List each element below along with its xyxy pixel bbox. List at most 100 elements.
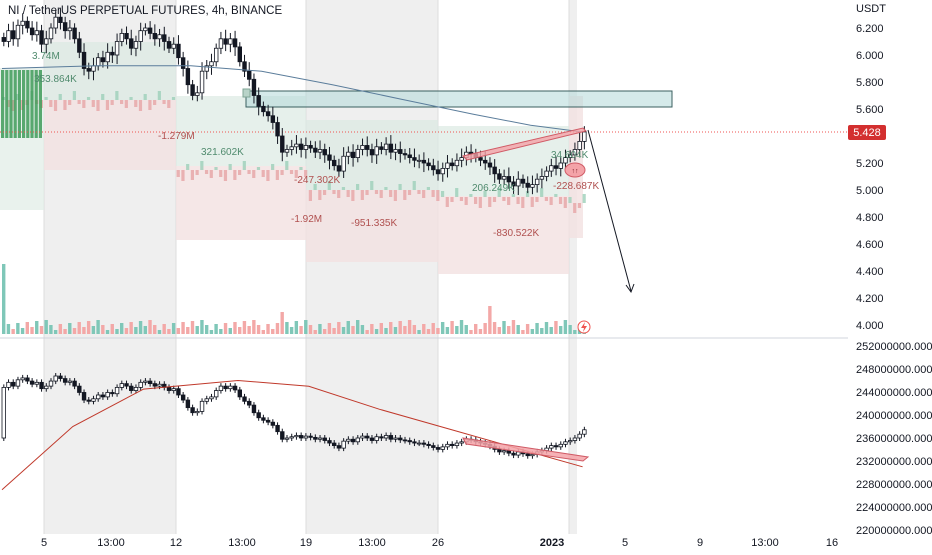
delta-bar [322,190,327,195]
indicator-candle [270,421,276,426]
price-tick-label: 5.200 [856,158,884,170]
annotation-label: 3.74M [32,51,60,62]
price-candle [209,61,214,67]
delta-bar [459,197,464,201]
price-candle [402,153,408,156]
price-candle [431,165,436,171]
delta-bar [280,170,284,175]
price-candle [11,30,16,40]
indicator-candle [303,435,309,439]
price-candle [360,145,365,150]
projection-arrow[interactable] [587,129,635,294]
volume-bar [209,330,214,334]
volume-bar [360,325,365,334]
price-candle [67,27,73,32]
volume-bar [474,324,478,334]
indicator-candle [516,451,521,456]
price-candle [190,84,195,96]
price-candle [44,38,49,45]
delta-bar [204,170,209,174]
volume-bar [96,320,100,334]
volume-bar [374,329,379,334]
delta-bar [82,100,86,108]
volume-bar [308,325,313,334]
zone-handle[interactable] [242,88,251,98]
indicator-candle [506,450,512,454]
delta-bar [271,164,275,170]
price-candle [572,149,578,156]
delta-bar [412,181,416,190]
delta-bar [1,70,5,138]
volume-bar [436,328,440,334]
volume-bar [134,327,138,334]
volume-bar [63,329,67,334]
time-tick-label: 2023 [540,537,564,549]
price-candle [298,143,304,150]
delta-bar [337,190,341,198]
volume-bar [214,324,218,334]
price-candle [185,68,191,86]
volume-bar [167,329,171,334]
delta-bar [16,94,20,100]
delta-bar [22,70,26,138]
volume-bar [124,328,129,334]
volume-bar [549,327,553,334]
signal-marker[interactable] [564,162,586,178]
indicator-candle [388,435,394,440]
delta-bar [332,190,336,194]
delta-bar [455,188,459,197]
indicator-candle [190,407,195,414]
time-tick-label: 13:00 [751,537,779,549]
delta-bar [124,100,128,108]
lightning-icon[interactable] [577,320,591,334]
price-candle [539,176,545,180]
price-tick-label: 4.600 [856,239,884,251]
price-candle [15,24,21,40]
price-candle [275,122,280,137]
annotation-label: -830.522K [493,228,539,239]
volume-bar [384,328,388,334]
volume-bar [469,330,473,334]
price-candle [582,131,587,142]
delta-bar [256,167,261,170]
indicator-candle [11,381,16,387]
time-tick-label: 9 [697,537,703,549]
delta-bar [44,97,48,100]
indicator-candle [511,452,516,456]
indicator-candle [110,392,115,395]
volume-bar [148,320,152,334]
indicator-wedge-highlight[interactable] [462,437,590,462]
volume-bar [129,322,133,334]
indicator-candle [497,448,502,453]
price-candle [162,34,167,42]
volume-bar [58,324,63,334]
indicator-axis[interactable]: 252000000.000 248000000.000 244000000.000 2… [856,341,932,537]
volume-bar [162,324,166,334]
delta-bar [346,190,350,197]
profile-box-down [438,196,569,274]
delta-bar [540,188,544,197]
price-tick-label: 5.000 [856,185,884,197]
currency-label: USDT [856,3,886,15]
delta-bar [209,170,213,178]
price-candle [369,149,375,156]
volume-bar [30,327,34,334]
indicator-candle [459,441,464,444]
volume-bar [573,330,577,334]
resistance-zone[interactable] [245,90,673,108]
time-axis[interactable]: 5 13:00 12 13:00 19 13:00 26 2023 5 9 13:00 16 [41,537,838,549]
time-tick-label: 13:00 [358,537,386,549]
volume-bar [318,324,322,334]
price-candle [39,30,44,45]
indicator-candle [204,398,209,402]
delta-bar [63,100,67,110]
time-tick-label: 5 [41,537,47,549]
delta-bar [266,170,270,181]
volume-bar [35,321,39,334]
indicator-candle [412,441,417,444]
wedge-highlight[interactable] [462,127,587,161]
delta-bar [77,100,81,104]
price-candle [213,47,219,63]
